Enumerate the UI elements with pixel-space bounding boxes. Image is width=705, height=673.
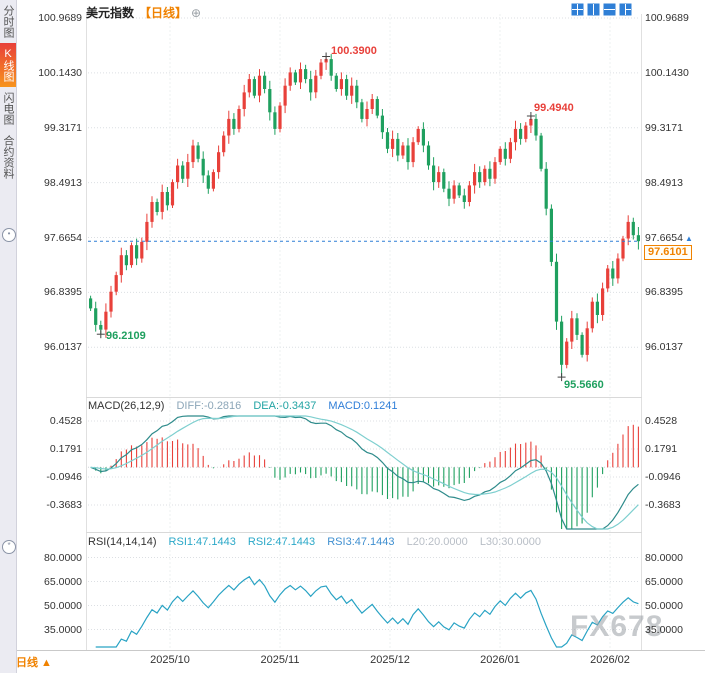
annotation-low-2: 95.5660: [564, 379, 604, 391]
rsi1-value: RSI1:47.1443: [168, 536, 236, 548]
rsi-l30-value: L30:30.0000: [479, 536, 541, 548]
candles: [89, 54, 640, 378]
price-axis-label-right: 100.1430: [645, 67, 689, 79]
macd-axis-label-right: -0.0946: [645, 471, 681, 483]
layout-horizontal-split-icon[interactable]: [603, 3, 616, 16]
layout-mixed-icon[interactable]: [619, 3, 632, 16]
period-tag: 【日线】: [139, 6, 188, 20]
sidebar-tab-contract-info[interactable]: 合约资料: [2, 135, 14, 179]
price-axis-label-left: 100.9689: [38, 12, 82, 24]
macd-diff-value: DIFF:-0.2816: [176, 400, 242, 412]
rsi-axis-label-left: 50.0000: [44, 600, 82, 612]
macd-axis-label-right: 0.4528: [645, 415, 678, 427]
price-axis-label-right: 98.4913: [645, 177, 683, 189]
chart-title: 美元指数: [86, 6, 135, 20]
annotation-high-2: 99.4940: [534, 102, 574, 114]
price-axis-label-left: 100.1430: [38, 67, 82, 79]
add-indicator-icon[interactable]: ⊕: [191, 6, 202, 20]
macd-macd-value: MACD:0.1241: [328, 400, 398, 412]
price-axis-label-left: 96.0137: [44, 341, 82, 353]
month-label: 2026/01: [480, 654, 520, 666]
layout-icon-group: [571, 3, 632, 16]
layout-quad-icon[interactable]: [571, 3, 584, 16]
rsi-axis-label-left: 80.0000: [44, 552, 82, 564]
last-price-tag: 97.6101: [644, 245, 692, 260]
rsi-axis-label-left: 35.0000: [44, 624, 82, 636]
price-axis-label-right: 100.9689: [645, 12, 689, 24]
sidebar: 分时图 K线图 闪电图 合约资料: [0, 0, 17, 673]
price-axis-label-left: 99.3171: [44, 122, 82, 134]
rsi-l20-value: L20:20.0000: [406, 536, 468, 548]
macd-params-label: MACD(26,12,9): [88, 400, 165, 412]
annotation-low-1: 96.2109: [106, 330, 146, 342]
rsi-axis-label-right: 35.0000: [645, 624, 683, 636]
rsi-params-label: RSI(14,14,14): [88, 536, 157, 548]
extreme-markers: [96, 52, 566, 382]
sidebar-tab-lightning-chart[interactable]: 闪电图: [2, 92, 14, 125]
rsi-gridlines: [88, 557, 640, 630]
panel-frame: [16, 14, 705, 651]
macd-dea-value: DEA:-0.3437: [253, 400, 317, 412]
rsi-header-row: RSI(14,14,14) RSI1:47.1443 RSI2:47.1443 …: [88, 536, 550, 548]
bottom-period-label[interactable]: 日线 ▲: [16, 657, 52, 669]
macd-axis-label-left: 0.4528: [49, 415, 82, 427]
annotation-high-1: 100.3900: [331, 45, 377, 57]
rsi-lines: [95, 575, 639, 648]
asterisk-tool-icon[interactable]: *: [2, 540, 16, 554]
current-price-marker-icon: ▲: [684, 234, 693, 243]
macd-header-row: MACD(26,12,9) DIFF:-0.2816 DEA:-0.3437 M…: [88, 400, 407, 412]
macd-axis-label-right: 0.1791: [645, 443, 678, 455]
month-label: 2026/02: [590, 654, 630, 666]
macd-axis-label-left: -0.0946: [46, 471, 82, 483]
macd-axis-label-right: -0.3683: [645, 499, 681, 511]
price-axis-label-left: 96.8395: [44, 286, 82, 298]
macd-axis-label-left: 0.1791: [49, 443, 82, 455]
rsi3-value: RSI3:47.1443: [327, 536, 395, 548]
layout-vertical-split-icon[interactable]: [587, 3, 600, 16]
price-axis-label-right: 96.0137: [645, 341, 683, 353]
price-axis-label-right: 97.6654 ▲: [645, 232, 693, 244]
sidebar-tab-kline-chart[interactable]: K线图: [0, 43, 16, 87]
macd-gridlines: [88, 420, 640, 506]
macd-axis-label-left: -0.3683: [46, 499, 82, 511]
macd-lines: [90, 415, 639, 530]
sidebar-tab-time-chart[interactable]: 分时图: [2, 5, 14, 38]
rsi2-value: RSI2:47.1443: [247, 536, 316, 548]
rsi-axis-label-left: 65.0000: [44, 576, 82, 588]
price-axis-label-right: 99.3171: [645, 122, 683, 134]
price-axis-label-left: 98.4913: [44, 177, 82, 189]
month-label: 2025/12: [370, 654, 410, 666]
dot-tool-icon[interactable]: •: [2, 228, 16, 242]
price-axis-label-right: 96.8395: [645, 286, 683, 298]
rsi-axis-label-right: 50.0000: [645, 600, 683, 612]
rsi-axis-label-right: 65.0000: [645, 576, 683, 588]
rsi-axis-label-right: 80.0000: [645, 552, 683, 564]
chart-header: 美元指数 【日线】 ⊕: [86, 4, 201, 21]
fx678-watermark: FX678: [570, 610, 664, 643]
price-gridlines: [88, 17, 640, 348]
price-axis-label-left: 97.6654: [44, 232, 82, 244]
month-label: 2025/10: [150, 654, 190, 666]
month-label: 2025/11: [260, 654, 300, 666]
